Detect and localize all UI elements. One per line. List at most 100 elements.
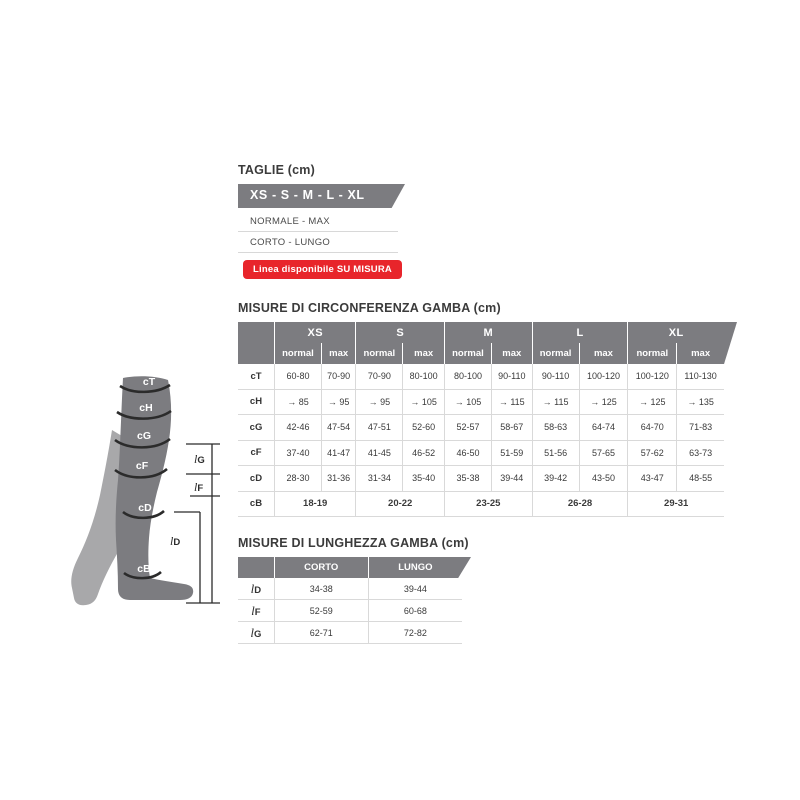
cell-cb-xl: 29-31 [627,491,724,517]
ruler-label-lg: lG [194,452,205,466]
cell-cd-xl-max: 48-55 [676,465,724,492]
cell-cd-xs-normal: 28-30 [274,465,322,492]
cell-cb-l: 26-28 [531,491,628,517]
cell-cd-xl-normal: 43-47 [627,465,677,492]
cell-ch-l-max: → 125 [578,389,628,415]
cell-cg-s-max: 52-60 [402,414,445,441]
cell-cd-m-normal: 35-38 [444,465,492,492]
cell-cf-s-max: 46-52 [402,440,445,466]
band-cF [114,467,168,479]
cell-ld-corto: 34-38 [273,578,369,600]
table-row: cF 37-40 41-47 41-45 46-52 46-50 51-59 5… [238,440,724,466]
row-label-lf: lF [238,599,275,622]
cell-cg-xs-max: 47-54 [320,414,356,441]
cell-cd-s-normal: 31-34 [355,465,403,492]
subheader-xs-normal: normal [274,343,322,364]
circumference-table-wrap: XS S M L XL normal max normal max normal… [238,322,758,517]
option-normale-max: NORMALE - MAX [238,211,398,232]
cell-ch-xl-max: → 135 [676,389,724,415]
cell-cb-m: 23-25 [444,491,533,517]
leg-label-cd: cD [138,502,152,514]
cell-cg-m-max: 58-67 [490,414,533,441]
row-label-cg: cG [238,414,275,441]
table-row: cH → 85 → 95 → 95 → 105 → 105 → 115 → 11… [238,389,724,415]
cell-cf-xs-normal: 37-40 [274,440,322,466]
length-tbody: lD 34-38 39-44 lF 52-59 60-68 lG 62-71 7… [238,578,462,644]
sizes-block: TAGLIE (cm) XS - S - M - L - XL NORMALE … [238,163,423,279]
cell-cg-xl-max: 71-83 [676,414,724,441]
row-label-ch: cH [238,389,275,415]
front-leg-shape [115,376,194,600]
cell-ct-m-max: 90-110 [490,364,533,390]
ruler-label-ld: lD [170,534,180,548]
subheader-corner [238,343,275,364]
cell-cf-xs-max: 41-47 [320,440,356,466]
length-header-row: CORTO LUNGO [238,557,462,578]
cell-ch-xs-normal: → 85 [274,389,322,415]
cell-cd-xs-max: 31-36 [320,465,356,492]
cell-cd-l-normal: 39-42 [531,465,580,492]
circumference-sub-header-row: normal max normal max normal max normal … [238,343,724,364]
cell-cg-l-max: 64-74 [578,414,628,441]
circumference-thead: XS S M L XL normal max normal max normal… [238,322,724,364]
cell-cg-xl-normal: 64-70 [627,414,677,441]
subheader-l-max: max [578,343,628,364]
leg-label-cg: cG [137,430,151,442]
subheader-xl-normal: normal [627,343,677,364]
band-cB [123,570,162,580]
table-row: cT 60-80 70-90 70-90 80-100 80-100 90-11… [238,364,724,390]
cell-cb-s: 20-22 [355,491,445,517]
subheader-m-max: max [490,343,533,364]
cell-ct-m-normal: 80-100 [444,364,492,390]
band-cT [119,383,171,394]
cell-cf-l-normal: 51-56 [531,440,580,466]
cell-ct-s-max: 80-100 [402,364,445,390]
header-size-m: M [444,322,533,343]
subheader-s-normal: normal [355,343,403,364]
circumference-tbody: cT 60-80 70-90 70-90 80-100 80-100 90-11… [238,364,724,517]
length-title: MISURE DI LUNGHEZZA GAMBA (cm) [238,536,469,550]
leg-diagram: cT cH cG cF cD cB [60,360,230,620]
cell-cg-m-normal: 52-57 [444,414,492,441]
cell-ld-lungo: 39-44 [367,578,462,600]
subheader-l-normal: normal [531,343,580,364]
table-row: cD 28-30 31-36 31-34 35-40 35-38 39-44 3… [238,465,724,492]
row-label-ld: lD [238,578,275,600]
sizes-title: TAGLIE (cm) [238,163,315,177]
table-row: lD 34-38 39-44 [238,578,462,600]
cell-cf-s-normal: 41-45 [355,440,403,466]
cell-ct-xs-max: 70-90 [320,364,356,390]
leg-label-ch: cH [139,402,152,414]
band-cD [122,509,165,520]
leg-label-cf: cF [136,460,149,472]
cell-ch-xs-max: → 95 [320,389,356,415]
cell-cd-s-max: 35-40 [402,465,445,492]
cell-cf-l-max: 57-65 [578,440,628,466]
length-thead: CORTO LUNGO [238,557,462,578]
cell-cg-xs-normal: 42-46 [274,414,322,441]
subheader-xl-max: max [676,343,724,364]
row-label-cb: cB [238,491,275,517]
row-label-ct: cT [238,364,275,390]
header-size-s: S [355,322,445,343]
cell-cd-l-max: 43-50 [578,465,628,492]
leg-label-cb: cB [137,563,151,575]
cell-ct-s-normal: 70-90 [355,364,403,390]
cell-ct-xl-max: 110-130 [676,364,724,390]
cell-ct-l-normal: 90-110 [531,364,580,390]
option-corto-lungo: CORTO - LUNGO [238,232,398,253]
circumference-title: MISURE DI CIRCONFERENZA GAMBA (cm) [238,301,501,315]
length-rulers [174,443,220,604]
length-header-lungo: LUNGO [367,557,462,578]
cell-cg-l-normal: 58-63 [531,414,580,441]
band-cH [116,409,172,420]
header-size-l: L [531,322,628,343]
sizes-banner-bg [238,184,405,208]
cell-cf-xl-normal: 57-62 [627,440,677,466]
cell-ch-s-max: → 105 [402,389,445,415]
cell-ct-xl-normal: 100-120 [627,364,677,390]
circumference-table: XS S M L XL normal max normal max normal… [238,322,724,517]
header-corner [238,322,275,343]
cell-ch-m-max: → 115 [490,389,533,415]
measurement-bands [114,383,172,580]
